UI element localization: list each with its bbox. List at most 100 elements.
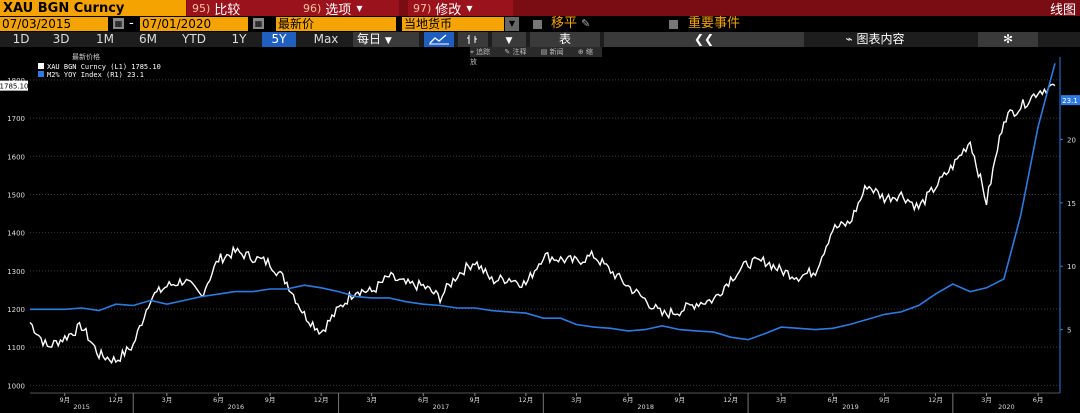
x-axis: 9月 12月 3月 6月 9月 12月 3月 6月 9月 12月 3月 6月 9月 12月 3月 6月 9月 12…: [30, 392, 1060, 413]
year-label: 2017: [433, 403, 450, 411]
x-tick-label: 9月: [674, 396, 685, 404]
chevron-down-icon[interactable]: ▼: [492, 32, 526, 47]
compare-number: 95): [192, 1, 211, 15]
end-date-field[interactable]: 07/01/2020: [140, 17, 248, 31]
gear-icon[interactable]: ✻: [978, 32, 1038, 47]
legend-swatch-gold: [38, 63, 44, 69]
period-max[interactable]: Max: [313, 32, 339, 46]
x-tick-label: 12月: [928, 396, 943, 404]
x-tick-label: 3月: [571, 396, 582, 404]
x-tick-label: 6月: [418, 396, 429, 404]
left-tick-label: 1700: [7, 115, 25, 123]
calendar-icon[interactable]: ▦: [113, 18, 124, 29]
pencil-icon[interactable]: ✎: [581, 17, 591, 30]
currency-text: 当地货币: [404, 17, 453, 31]
right-tick-label: 20: [1067, 136, 1076, 144]
options-label: 选项: [325, 2, 352, 18]
legend-header: 最新价格: [72, 52, 100, 61]
x-tick-label: 6月: [1033, 396, 1044, 404]
right-tick-label: 5: [1067, 327, 1071, 335]
x-tick-label: 12月: [723, 396, 738, 404]
last-value-tag-left: [0, 80, 28, 91]
edit-label: 修改: [435, 2, 462, 18]
series-lines: [29, 63, 1056, 365]
x-tick-label: 9月: [470, 396, 481, 404]
ticker-field[interactable]: XAU BGN Curncy: [0, 0, 186, 16]
year-label: 2016: [228, 403, 245, 411]
annotation-trace[interactable]: ⌖ 追踪: [470, 48, 491, 56]
last-value-text-left: 1785.10: [0, 83, 28, 91]
chart-grid: [30, 79, 1060, 386]
period-ytd[interactable]: YTD: [182, 32, 206, 46]
frequency-text: 每日: [357, 32, 382, 46]
x-tick-label: 6月: [213, 396, 224, 404]
chevron-down-icon: ▼: [466, 3, 473, 13]
line-chart-icon[interactable]: [424, 32, 454, 47]
period-5y[interactable]: 5Y: [262, 32, 296, 47]
x-tick-label: 3月: [366, 396, 377, 404]
left-tick-label: 1500: [7, 191, 25, 199]
date-separator: -: [129, 16, 134, 31]
annotation-note[interactable]: ✎ 注释: [504, 48, 527, 56]
chevron-down-icon: ▼: [356, 3, 363, 13]
right-axis: 5 10 15 20 23.1: [1059, 57, 1080, 393]
events-label: 重要事件: [688, 16, 741, 31]
compare-button[interactable]: 95) 比较: [187, 0, 300, 18]
series-line-gold: [29, 83, 1056, 365]
chevron-down-icon: ▼: [384, 36, 392, 46]
price-field-select[interactable]: 最新价: [276, 17, 396, 31]
annotation-bar: ⌖ 追踪 ✎ 注释 ▤ 新闻 ⊕ 缩放: [470, 47, 602, 66]
collapse-icon[interactable]: ❮❮: [604, 32, 804, 47]
legend-series-m2: M2% YOY Index (R1) 23.1: [47, 71, 144, 79]
table-button[interactable]: 表: [530, 32, 600, 47]
calendar-icon[interactable]: ▦: [253, 18, 264, 29]
x-tick-label: 9月: [879, 396, 890, 404]
left-tick-label: 1200: [7, 306, 25, 314]
start-date-field[interactable]: 07/03/2015: [0, 17, 108, 31]
start-date-text: 07/03/2015: [2, 17, 72, 31]
left-axis: 1000110012001300140015001600170018001785…: [0, 77, 28, 390]
last-value-tag-right: [1061, 95, 1080, 106]
annotation-zoom[interactable]: ⊕ 缩放: [470, 48, 593, 66]
right-tick-label: 10: [1067, 263, 1076, 271]
chart-content-button[interactable]: ⌁ 图表内容: [775, 32, 975, 47]
events-checkbox[interactable]: [669, 20, 678, 29]
x-tick-label: 9月: [265, 396, 276, 404]
x-tick-label: 12月: [519, 396, 534, 404]
options-button[interactable]: 96) 选项 ▼: [298, 0, 399, 18]
x-tick-label: 12月: [314, 396, 329, 404]
chart-mode-label[interactable]: 线图: [1020, 0, 1076, 18]
edit-button[interactable]: 97) 修改 ▼: [408, 0, 513, 18]
compare-label: 比较: [214, 2, 241, 18]
left-tick-label: 1000: [7, 382, 25, 390]
frequency-select[interactable]: 每日 ▼: [353, 32, 419, 47]
ticker-label: XAU BGN Curncy: [3, 0, 125, 16]
chart-content-text: 图表内容: [856, 32, 905, 46]
x-tick-label: 12月: [108, 396, 123, 404]
last-value-text-right: 23.1: [1062, 97, 1078, 105]
end-date-text: 07/01/2020: [142, 17, 212, 31]
edit-number: 97): [413, 1, 432, 15]
chevron-down-icon[interactable]: ▼: [505, 17, 519, 31]
price-field-text: 最新价: [278, 17, 315, 31]
bar-type-icon[interactable]: [458, 32, 488, 47]
left-tick-label: 1100: [7, 344, 25, 352]
legend-swatch-m2: [38, 71, 44, 77]
left-tick-label: 1600: [7, 153, 25, 161]
year-label: 2019: [842, 403, 859, 411]
right-tick-label: 15: [1067, 200, 1076, 208]
moving-avg-checkbox[interactable]: [533, 20, 542, 29]
period-1y[interactable]: 1Y: [231, 32, 247, 46]
period-3d[interactable]: 3D: [52, 32, 70, 46]
chart-mode-text: 线图: [1049, 2, 1076, 18]
period-6m[interactable]: 6M: [139, 32, 157, 46]
x-tick-label: 6月: [623, 396, 634, 404]
chart-content-icon: ⌁: [845, 32, 853, 46]
currency-select[interactable]: 当地货币: [402, 17, 504, 31]
period-1m[interactable]: 1M: [96, 32, 114, 46]
x-tick-label: 3月: [981, 396, 992, 404]
annotation-news[interactable]: ▤ 新闻: [540, 48, 564, 56]
period-1d[interactable]: 1D: [12, 32, 30, 46]
x-tick-label: 3月: [162, 396, 173, 404]
